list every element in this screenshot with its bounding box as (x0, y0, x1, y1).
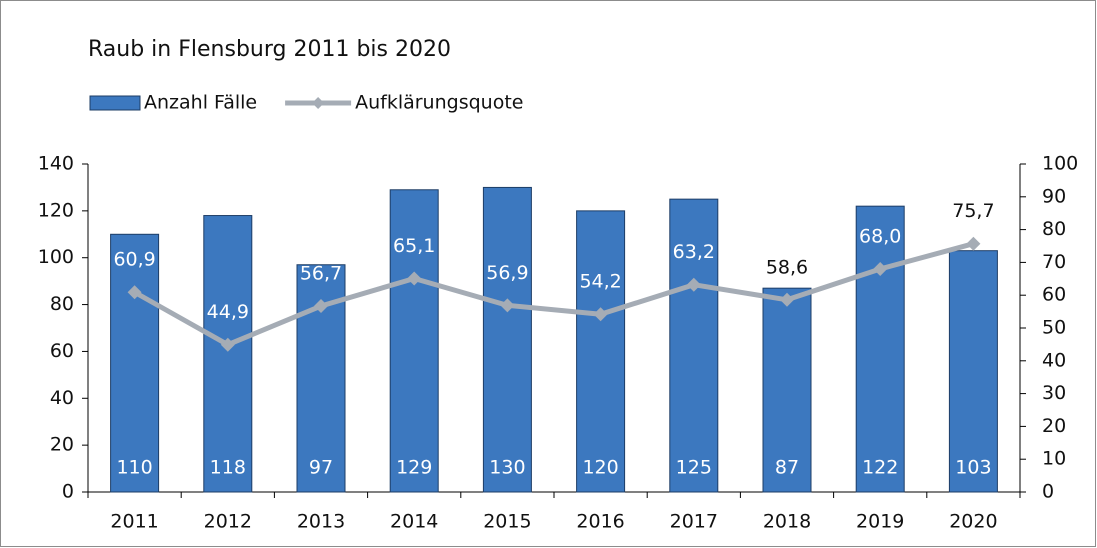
y2-tick-label: 60 (1042, 284, 1066, 306)
y2-tick-label: 30 (1042, 382, 1066, 404)
line-marker (686, 277, 701, 292)
legend-label: Aufklärungsquote (355, 92, 523, 114)
x-tick-label: 2014 (390, 511, 438, 533)
x-tick-label: 2016 (576, 511, 624, 533)
y-tick-label: 60 (50, 340, 74, 362)
bar (482, 186, 532, 493)
bar (948, 250, 998, 493)
y2-tick-label: 70 (1042, 251, 1066, 273)
x-tick-label: 2015 (483, 511, 531, 533)
y-tick-label: 0 (62, 481, 74, 503)
y-tick-label: 120 (38, 199, 74, 221)
line-label: 58,6 (766, 256, 808, 278)
bar (389, 189, 439, 493)
x-tick-label: 2013 (297, 511, 345, 533)
line-marker (500, 298, 515, 313)
y2-tick-label: 80 (1042, 218, 1066, 240)
y2-tick-label: 0 (1042, 481, 1054, 503)
line-marker (127, 285, 142, 300)
line-label: 75,7 (952, 200, 994, 222)
line-label: 56,7 (300, 263, 342, 285)
line-label: 60,9 (113, 249, 155, 271)
y-tick-label: 80 (50, 293, 74, 315)
line-label: 44,9 (207, 301, 249, 323)
y-tick-label: 20 (50, 434, 74, 456)
bar-label: 130 (489, 457, 525, 479)
y-tick-label: 40 (50, 387, 74, 409)
chart-title: Raub in Flensburg 2011 bis 2020 (88, 37, 451, 62)
bar-label: 125 (676, 457, 712, 479)
x-tick-label: 2012 (204, 511, 252, 533)
bar (576, 210, 626, 493)
bar-label: 87 (775, 457, 799, 479)
x-tick-label: 2019 (856, 511, 904, 533)
legend-marker (312, 97, 325, 109)
line-marker (966, 236, 981, 251)
y2-tick-label: 10 (1042, 448, 1066, 470)
x-tick-label: 2017 (670, 511, 718, 533)
line-marker (593, 307, 608, 322)
y2-tick-label: 50 (1042, 317, 1066, 339)
bar-label: 120 (582, 457, 618, 479)
line-marker (407, 271, 422, 286)
y-tick-label: 100 (38, 246, 74, 268)
bar (110, 233, 160, 493)
x-tick-label: 2020 (949, 511, 997, 533)
line-label: 63,2 (673, 241, 715, 263)
bar (855, 205, 905, 493)
y2-tick-label: 40 (1042, 349, 1066, 371)
line-marker (220, 337, 235, 352)
x-tick-label: 2011 (110, 511, 158, 533)
bar (203, 215, 253, 493)
bar (762, 287, 812, 493)
x-tick-label: 2018 (763, 511, 811, 533)
line-marker (780, 292, 794, 307)
y2-tick-label: 20 (1042, 415, 1066, 437)
y2-tick-label: 100 (1042, 153, 1078, 175)
line-marker (314, 299, 328, 314)
line-label: 54,2 (579, 271, 621, 293)
line-marker (873, 261, 888, 276)
bar-label: 103 (955, 457, 991, 479)
bar-label: 97 (309, 457, 333, 479)
bar-label: 118 (210, 457, 246, 479)
y-tick-label: 140 (38, 153, 74, 175)
bar-label: 110 (116, 457, 152, 479)
bar-label: 129 (396, 457, 432, 479)
legend-label: Anzahl Fälle (144, 92, 257, 114)
line-label: 56,9 (486, 262, 528, 284)
line-label: 65,1 (393, 235, 435, 257)
legend-swatch (89, 95, 141, 111)
line-label: 68,0 (859, 225, 901, 247)
y2-tick-label: 90 (1042, 185, 1066, 207)
bar-label: 122 (862, 457, 898, 479)
bar (669, 198, 719, 493)
line (133, 241, 975, 348)
